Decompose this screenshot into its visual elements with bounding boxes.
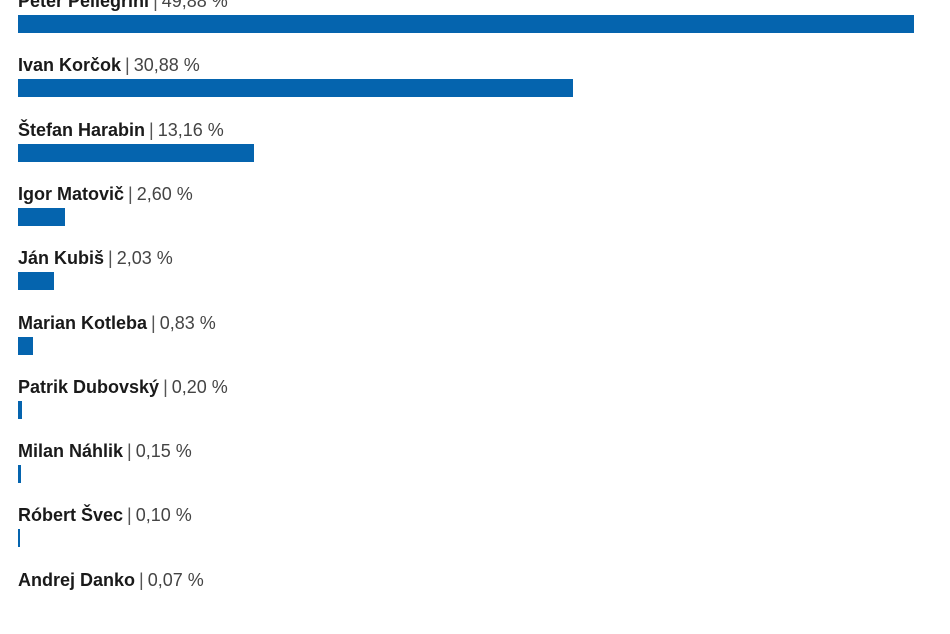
value-label: 0,15 %	[135, 441, 192, 462]
bar-label: Štefan Harabin | 13,16 %	[18, 119, 224, 141]
candidate-name: Milan Náhlik	[18, 441, 124, 462]
bar	[18, 143, 255, 162]
bar	[18, 336, 33, 355]
bar-label: Marian Kotleba | 0,83 %	[18, 312, 216, 334]
value-label: 0,83 %	[159, 312, 216, 333]
candidate-name: Marian Kotleba	[18, 312, 148, 333]
candidate-name: Igor Matovič	[18, 183, 125, 204]
separator: |	[153, 0, 158, 11]
value-label: 0,07 %	[147, 569, 204, 590]
separator: |	[127, 505, 132, 526]
value-label: 2,60 %	[136, 183, 193, 204]
bar-row: Róbert Švec | 0,10 %	[18, 504, 938, 564]
separator: |	[163, 376, 168, 397]
bar-row: Marian Kotleba | 0,83 %	[18, 312, 938, 372]
bar-label: Róbert Švec | 0,10 %	[18, 504, 192, 526]
bar	[18, 15, 914, 33]
bar-label: Peter Pellegrini | 49,88 %	[18, 0, 228, 12]
bar-row: Igor Matovič | 2,60 %	[18, 183, 938, 243]
separator: |	[125, 55, 130, 76]
candidate-name: Patrik Dubovský	[18, 376, 160, 397]
value-label: 13,16 %	[157, 119, 224, 140]
bar	[18, 465, 21, 484]
candidate-name: Róbert Švec	[18, 505, 124, 526]
bar-label: Andrej Danko | 0,07 %	[18, 569, 204, 591]
bar-label: Patrik Dubovský | 0,20 %	[18, 376, 228, 398]
bar	[18, 79, 573, 98]
bar	[18, 400, 22, 419]
bar-row: Milan Náhlik | 0,15 %	[18, 440, 938, 500]
candidate-name: Peter Pellegrini	[18, 0, 150, 11]
candidate-name: Ján Kubiš	[18, 248, 105, 269]
bar-row: Ján Kubiš | 2,03 %	[18, 247, 938, 307]
value-label: 49,88 %	[161, 0, 228, 11]
bar	[18, 272, 55, 291]
bar-label: Igor Matovič | 2,60 %	[18, 183, 193, 205]
value-label: 2,03 %	[116, 248, 173, 269]
bar-row: Štefan Harabin | 13,16 %	[18, 119, 938, 179]
candidate-name: Štefan Harabin	[18, 119, 146, 140]
separator: |	[108, 248, 113, 269]
separator: |	[149, 119, 154, 140]
separator: |	[139, 569, 144, 590]
separator: |	[127, 441, 132, 462]
separator: |	[128, 183, 133, 204]
bar-label: Ján Kubiš | 2,03 %	[18, 247, 173, 269]
bar-row: Ivan Korčok | 30,88 %	[18, 54, 938, 114]
bar	[18, 529, 20, 548]
candidate-name: Andrej Danko	[18, 569, 136, 590]
bar-row: Andrej Danko | 0,07 %	[18, 569, 938, 629]
value-label: 30,88 %	[133, 55, 200, 76]
value-label: 0,10 %	[135, 505, 192, 526]
candidate-name: Ivan Korčok	[18, 55, 122, 76]
separator: |	[151, 312, 156, 333]
bar	[18, 207, 65, 226]
bar-row: Patrik Dubovský | 0,20 %	[18, 376, 938, 436]
bar-label: Ivan Korčok | 30,88 %	[18, 54, 200, 76]
value-label: 0,20 %	[171, 376, 228, 397]
bar-row: Peter Pellegrini | 49,88 %	[18, 0, 938, 50]
bar-label: Milan Náhlik | 0,15 %	[18, 440, 192, 462]
